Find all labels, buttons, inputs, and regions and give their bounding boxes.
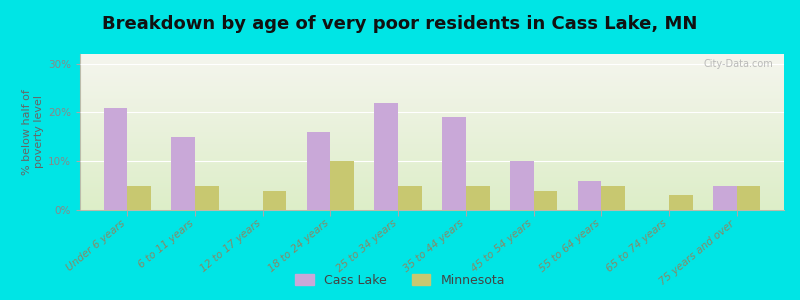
Text: Breakdown by age of very poor residents in Cass Lake, MN: Breakdown by age of very poor residents … <box>102 15 698 33</box>
Legend: Cass Lake, Minnesota: Cass Lake, Minnesota <box>291 270 509 291</box>
Bar <box>306 132 330 210</box>
Y-axis label: % below half of
poverty level: % below half of poverty level <box>22 89 44 175</box>
Bar <box>171 137 195 210</box>
Bar <box>602 186 625 210</box>
Bar <box>104 108 127 210</box>
Bar <box>330 161 354 210</box>
Bar <box>127 186 151 210</box>
Bar <box>534 190 558 210</box>
Bar <box>713 186 737 210</box>
Bar <box>374 103 398 210</box>
Bar <box>398 186 422 210</box>
Bar <box>669 195 693 210</box>
Bar <box>466 186 490 210</box>
Bar <box>510 161 534 210</box>
Bar <box>262 190 286 210</box>
Text: City-Data.com: City-Data.com <box>704 59 774 69</box>
Bar <box>737 186 760 210</box>
Bar <box>442 117 466 210</box>
Bar <box>578 181 602 210</box>
Bar <box>195 186 218 210</box>
